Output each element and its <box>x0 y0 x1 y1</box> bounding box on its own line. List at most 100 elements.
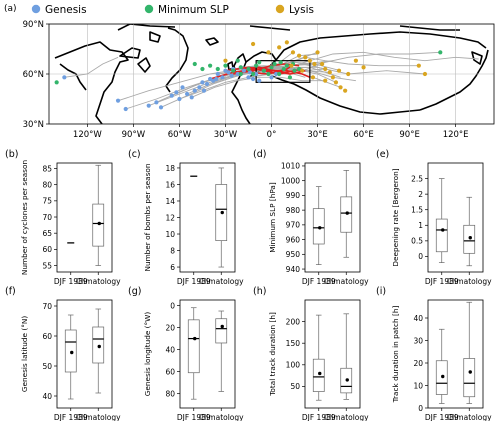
minslp-point-9 <box>254 63 259 68</box>
ytick-label-2: 10 <box>165 230 175 239</box>
ylabel: Genesis latitude (°N) <box>20 316 29 392</box>
djf-mean <box>70 350 74 355</box>
coastline-14 <box>471 51 483 65</box>
ylabel: Genesis longitude (°W) <box>143 312 152 397</box>
ytick-label-0: 40 <box>42 392 52 401</box>
genesis-point-23 <box>241 68 246 73</box>
ytick-label-1: 100 <box>286 361 301 370</box>
xtick-label-1: Climatology <box>199 277 244 286</box>
ytick-label-3: 30 <box>413 336 423 345</box>
ytick-label-2: 960 <box>286 235 301 244</box>
panel-label: (i) <box>376 286 386 297</box>
genesis-point-32 <box>174 90 179 95</box>
djf-box <box>64 329 77 373</box>
ytick-label-3: 70 <box>42 213 52 222</box>
genesis-point-17 <box>220 75 225 80</box>
genesis-point-30 <box>274 71 279 77</box>
genesis-point-8 <box>185 91 190 97</box>
lysis-point-16 <box>343 88 348 93</box>
lysis-point-25 <box>310 75 316 80</box>
map-lon-label-5: 30°E <box>307 130 327 140</box>
ytick-label-3: 970 <box>286 221 301 230</box>
genesis-point-3 <box>146 103 151 108</box>
map-lon-label-6: 60°E <box>353 130 373 140</box>
patch-box <box>255 60 311 83</box>
map-lon-label-1: 90°W <box>122 130 146 140</box>
panel-frame <box>56 299 113 409</box>
ytick-label-6: 85 <box>42 164 52 173</box>
ytick-label-2: 40 <box>165 345 175 354</box>
panel-frame <box>56 162 113 273</box>
panel-h: (h) 50 100 150 200 Total track duration [h] DJ… <box>253 286 369 421</box>
ytick-label-0: 0 <box>418 252 423 261</box>
map-lon-label-2: 60°W <box>168 130 192 140</box>
minslp-point-8 <box>246 66 251 72</box>
minslp-point-10 <box>261 68 266 73</box>
minslp-point-6 <box>231 68 236 73</box>
panel-f: (f) 40 50 60 70 Genesis latitude (°N) DJF 1989… <box>5 286 121 421</box>
panel-frame <box>304 299 361 409</box>
xtick-label-0: DJF 1989 <box>54 277 88 286</box>
xtick-label-1: Climatology <box>324 413 369 421</box>
genesis-point-5 <box>158 105 164 110</box>
clim-box <box>92 203 105 247</box>
ytick-label-0: 0 <box>418 404 423 413</box>
genesis-point-19 <box>226 70 231 75</box>
xtick-label-0: DJF 1989 <box>302 413 336 421</box>
lysis-point-27 <box>336 68 342 73</box>
genesis-point-21 <box>235 71 240 77</box>
minslp-point-13 <box>281 66 286 72</box>
clim-mean <box>468 236 472 240</box>
lysis-point-8 <box>312 61 317 67</box>
map-legend: Genesis Minimum SLP Lysis <box>31 4 314 16</box>
ytick-label-3: 1.5 <box>411 206 423 215</box>
track-18 <box>64 56 119 78</box>
lysis-point-24 <box>300 68 305 73</box>
genesis-point-18 <box>223 68 228 73</box>
clim-mean <box>97 344 101 349</box>
clim-box <box>463 358 476 398</box>
genesis-point-26 <box>254 71 259 77</box>
minslp-point-23 <box>235 58 240 63</box>
lysis-point-11 <box>323 66 328 72</box>
lysis-point-6 <box>303 55 308 60</box>
ytick-label-7: 1010 <box>281 162 300 171</box>
minslp-point-26 <box>297 66 302 72</box>
minslp-point-19 <box>272 61 277 67</box>
panel-label: (f) <box>5 286 16 297</box>
lysis-point-7 <box>307 58 312 63</box>
map-inner <box>49 24 494 124</box>
minslp-point-15 <box>287 75 293 80</box>
coastline-11 <box>275 31 487 61</box>
coastline-15 <box>249 25 291 31</box>
xtick-label-1: Climatology <box>199 413 244 421</box>
minslp-point-22 <box>438 50 443 55</box>
xtick-label-0: DJF 1989 <box>425 413 459 421</box>
panel-label: (g) <box>128 286 141 297</box>
coastline-16 <box>399 25 460 31</box>
coastline-9 <box>231 75 251 124</box>
ytick-label-0: 50 <box>290 382 300 391</box>
panel-b: (b) 55 60 65 70 75 80 85 Number of cyclones per … <box>5 149 121 286</box>
ytick-label-5: 80 <box>42 180 52 189</box>
panel-g: (g) 0 20 40 60 80 Genesis longitude (°W) DJF 19… <box>128 286 244 421</box>
djf-mean <box>441 374 445 379</box>
genesis-point-2 <box>123 106 128 112</box>
map-lat-label-0: 30°N <box>23 120 44 130</box>
genesis-point-9 <box>189 95 194 100</box>
ytick-label-2: 20 <box>413 359 423 368</box>
ylabel: Total track duration [h] <box>268 312 277 397</box>
ytick-label-4: 75 <box>42 197 52 206</box>
legend-label-0: Genesis <box>45 4 87 16</box>
ytick-label-4: 2 <box>418 190 423 199</box>
xtick-label-1: Climatology <box>76 413 121 421</box>
map-panel: 120°W 90°W 60°W 30°W 0° 30°E 60°E 90°E 120°E 30°N… <box>23 20 495 140</box>
panel-label: (c) <box>128 149 141 160</box>
legend-marker-0 <box>31 4 41 14</box>
lysis-point-21 <box>416 63 421 68</box>
lysis-point-3 <box>284 40 289 45</box>
genesis-point-6 <box>169 93 174 98</box>
minslp-point-17 <box>238 71 243 77</box>
genesis-point-11 <box>197 85 202 90</box>
ylabel: Minimum SLP [hPa] <box>268 182 277 253</box>
